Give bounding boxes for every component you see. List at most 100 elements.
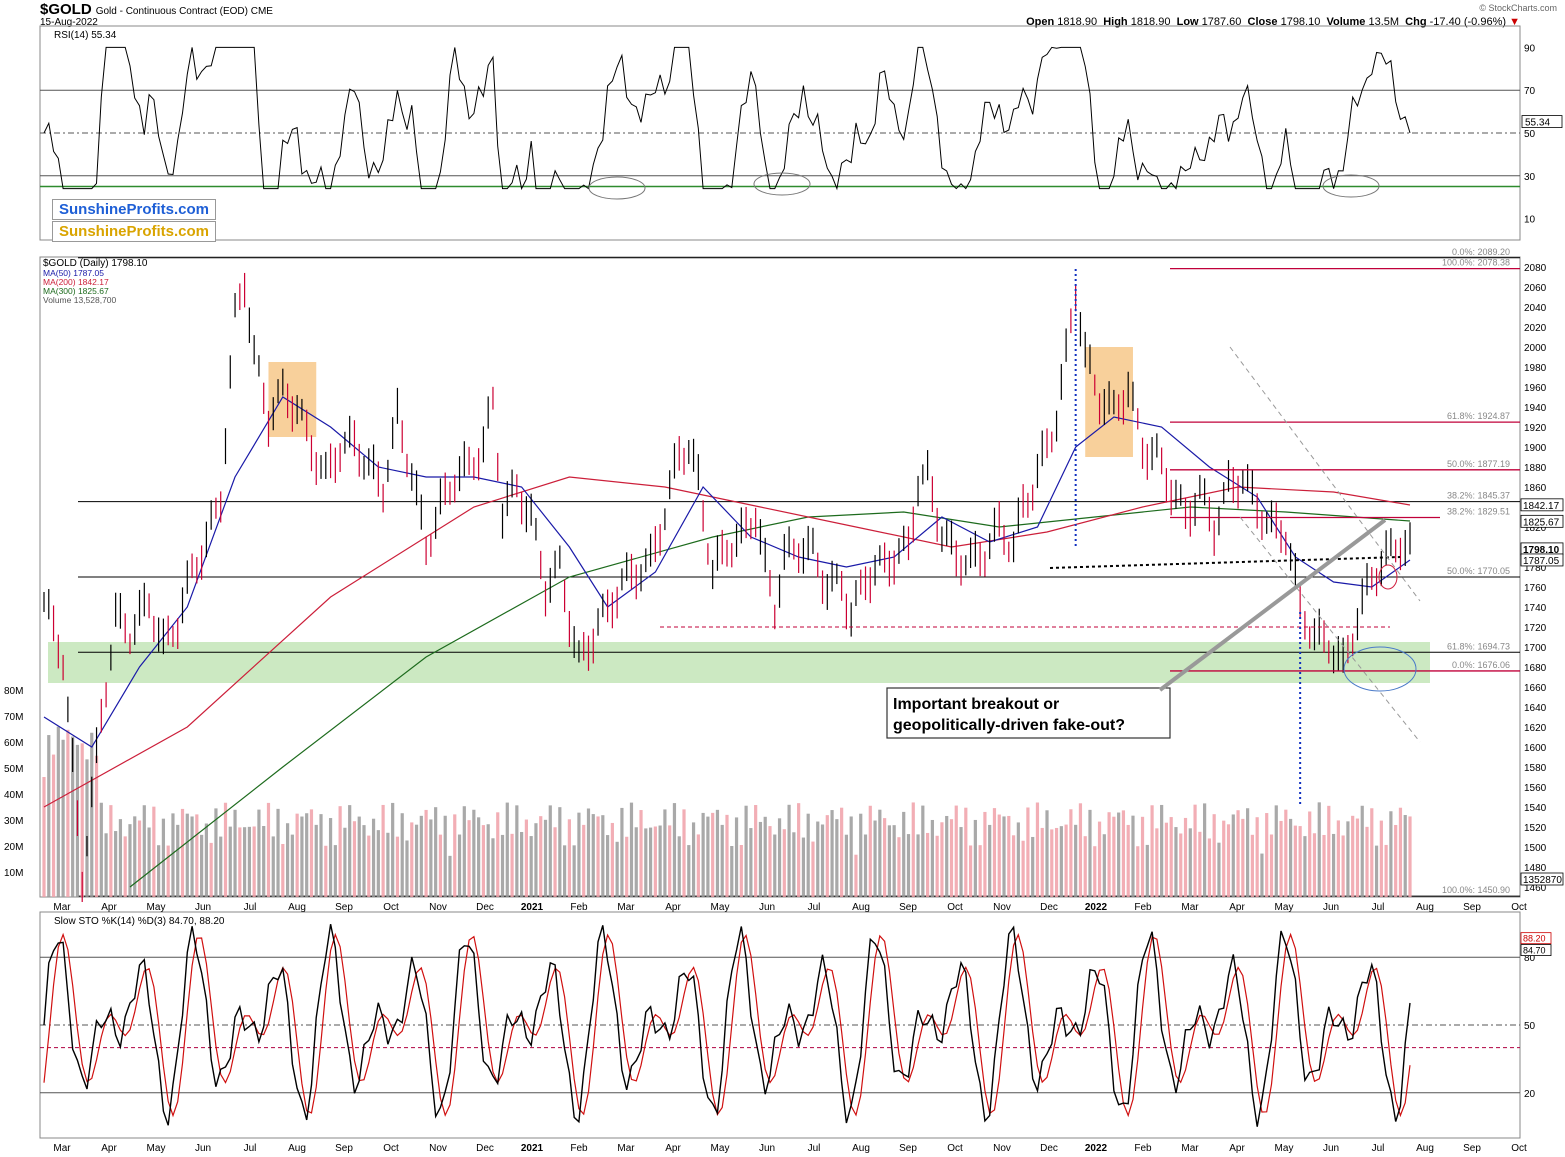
x-tick: Mar <box>53 902 71 913</box>
volume-bar <box>849 816 853 897</box>
x-tick-bottom: Nov <box>429 1143 447 1154</box>
volume-bar <box>1265 813 1269 897</box>
volume-bar <box>233 809 237 897</box>
volume-bar <box>997 814 1001 897</box>
volume-bar <box>820 824 825 897</box>
volume-bar <box>496 812 500 897</box>
volume-bar <box>319 814 323 897</box>
volume-bar <box>424 809 428 897</box>
volume-bar <box>1207 838 1211 897</box>
volume-bar <box>758 821 763 897</box>
x-tick-bottom: May <box>1275 1143 1294 1154</box>
volume-bar <box>71 736 75 897</box>
channel-upper <box>1229 346 1421 602</box>
volume-bar <box>1198 831 1202 897</box>
price-tick: 1780 <box>1524 563 1547 574</box>
volume-bar <box>797 803 801 897</box>
volume-bar <box>1365 826 1369 897</box>
volume-bar <box>510 833 514 897</box>
x-tick-bottom: Dec <box>1040 1143 1058 1154</box>
volume-bar <box>1351 815 1355 897</box>
x-tick-bottom: Dec <box>476 1143 494 1154</box>
x-tick-bottom: Mar <box>617 1143 635 1154</box>
x-tick: Oct <box>947 902 963 913</box>
volume-bar <box>271 836 275 897</box>
volume-bar <box>157 845 161 897</box>
volume-bar <box>1274 805 1278 897</box>
volume-bar <box>1174 827 1178 897</box>
volume-bar <box>629 802 634 897</box>
volume-bar <box>1140 816 1145 897</box>
volume-bar <box>386 832 390 897</box>
volume-bar <box>706 816 710 897</box>
volume-bar <box>457 834 462 897</box>
open-value: 1818.90 <box>1057 16 1098 28</box>
volume-bar <box>1107 812 1111 897</box>
rsi-line <box>43 46 1411 191</box>
x-tick-bottom: 2021 <box>521 1143 544 1154</box>
volume-bar <box>1403 815 1407 897</box>
x-tick-bottom: Jun <box>1323 1143 1339 1154</box>
volume-bar <box>324 845 328 897</box>
price-tick: 1520 <box>1524 823 1547 834</box>
x-tick-bottom: Jun <box>195 1143 211 1154</box>
x-tick-bottom: Mar <box>1181 1143 1199 1154</box>
close-label: Close <box>1247 16 1278 28</box>
annotation-line-2: geopolitically-driven fake-out? <box>893 717 1125 734</box>
volume-bar <box>949 819 954 897</box>
volume-bar <box>553 827 557 897</box>
volume-bar <box>333 845 337 897</box>
volume-bar <box>1374 845 1379 897</box>
volume-bar <box>696 834 700 897</box>
volume-bar <box>926 832 930 897</box>
rsi-circle-1 <box>753 172 811 196</box>
volume-bar <box>1131 815 1135 897</box>
volume-bar <box>596 816 600 897</box>
volume-bar <box>1050 829 1054 897</box>
neckline <box>1049 556 1401 569</box>
annotation-box <box>886 687 1171 739</box>
volume-bar <box>1231 814 1235 897</box>
volume-bar <box>281 843 285 897</box>
volume-bar <box>830 810 834 897</box>
volume-bar <box>954 805 958 897</box>
volume-bar <box>1160 804 1164 897</box>
sto-k-box <box>1520 944 1552 956</box>
volume-bar <box>844 834 849 897</box>
volume-bar <box>1312 833 1317 897</box>
volume-bar <box>1222 820 1226 897</box>
volume-bar <box>1317 802 1321 897</box>
volume-bar <box>1011 835 1016 897</box>
volume-bar <box>529 836 533 897</box>
volume-bar <box>161 818 166 897</box>
volume-bar <box>744 805 748 897</box>
volume-tick: 70M <box>4 712 23 723</box>
volume-bar <box>1188 828 1192 897</box>
fib-label-1: 100.0%: 2078.38 <box>1442 258 1510 268</box>
volume-bar <box>429 819 433 897</box>
x-tick: Sep <box>335 902 353 913</box>
support-zone <box>48 642 1430 683</box>
volume-bar <box>491 838 495 897</box>
price-tick: 2060 <box>1524 283 1547 294</box>
sto-tick: 20 <box>1524 1089 1536 1100</box>
legend-item-0: MA(50) 1787.05 <box>43 268 104 278</box>
volume-bar <box>1097 821 1102 897</box>
volume-bar <box>878 809 882 897</box>
price-tick: 1820 <box>1524 523 1547 534</box>
volume-bar <box>500 834 505 897</box>
volume-bar <box>1341 835 1345 897</box>
symbol: $GOLD <box>40 1 92 18</box>
volume-bar <box>438 834 443 897</box>
fib-label-0: 0.0%: 2089.20 <box>1452 247 1510 257</box>
x-tick: 2022 <box>1085 902 1108 913</box>
fib-label-9: 100.0%: 1450.90 <box>1442 885 1510 895</box>
volume-bar <box>453 814 457 897</box>
volume-bar <box>1203 803 1207 897</box>
volume-bar <box>730 846 734 897</box>
volume-bar <box>873 820 877 897</box>
volume-bar <box>190 816 194 897</box>
volume-bar <box>653 826 657 897</box>
volume-tick: 50M <box>4 764 23 775</box>
